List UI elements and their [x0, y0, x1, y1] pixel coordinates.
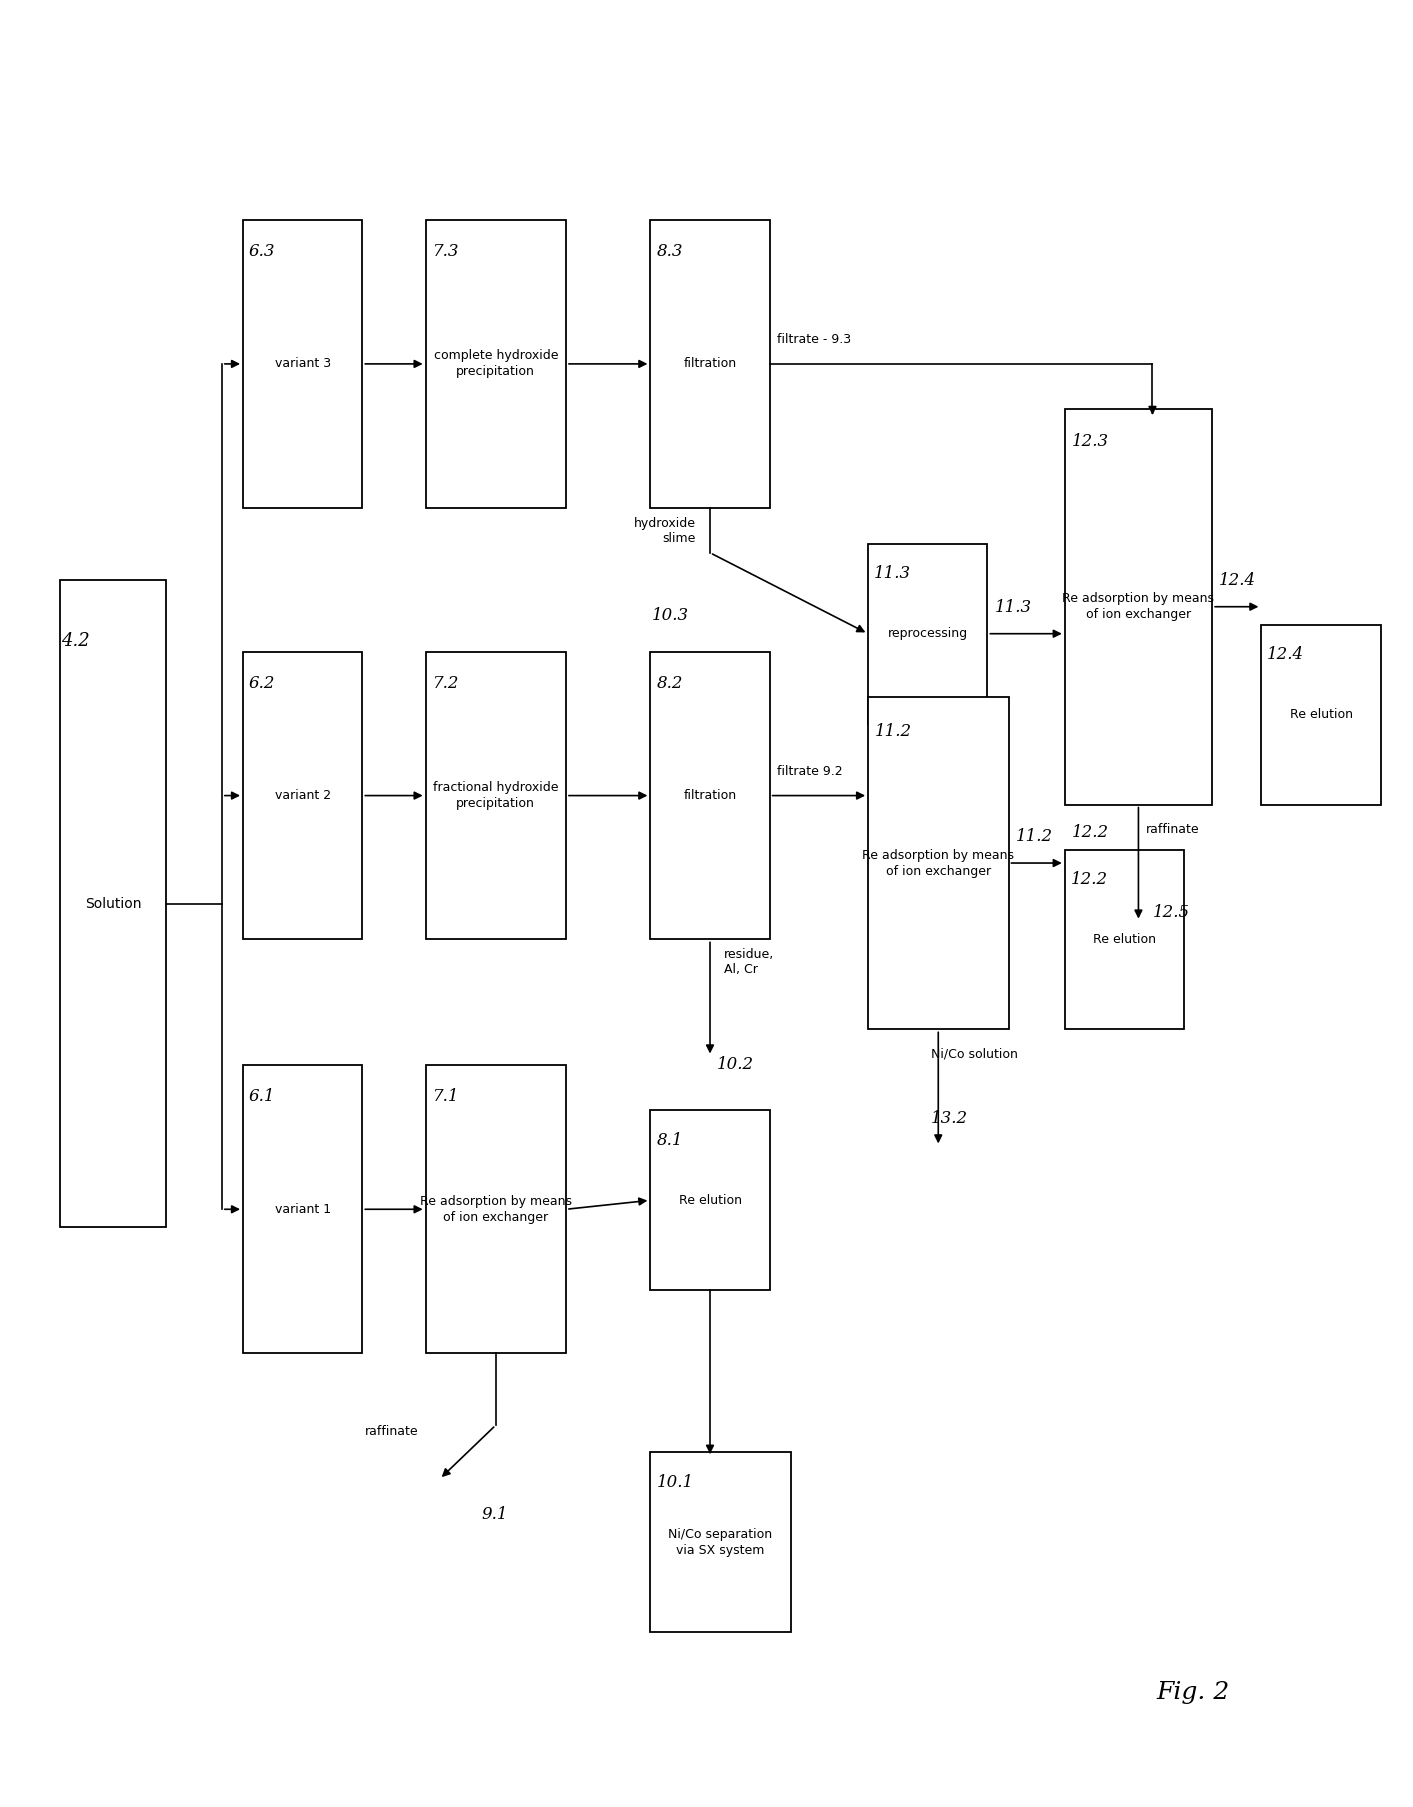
Text: filtrate - 9.3: filtrate - 9.3 [777, 332, 851, 345]
Bar [868, 698, 1009, 1030]
Text: 11.2: 11.2 [875, 723, 913, 741]
Text: 8.1: 8.1 [656, 1131, 682, 1149]
Text: Re elution: Re elution [1290, 708, 1352, 721]
Text: Re elution: Re elution [1092, 932, 1156, 947]
Bar [650, 1453, 791, 1632]
Text: 12.2: 12.2 [1071, 871, 1108, 887]
Bar [1064, 408, 1212, 804]
Text: 11.3: 11.3 [875, 566, 911, 582]
Text: 10.1: 10.1 [657, 1475, 694, 1491]
Bar [650, 1109, 770, 1290]
Bar [243, 220, 362, 508]
Text: 12.2: 12.2 [1071, 824, 1109, 840]
Text: 12.5: 12.5 [1153, 904, 1190, 920]
Bar [425, 652, 567, 940]
Text: 6.3: 6.3 [249, 242, 276, 260]
Text: Ni/Co separation
via SX system: Ni/Co separation via SX system [668, 1527, 773, 1556]
Text: 12.3: 12.3 [1072, 432, 1109, 450]
Bar [868, 544, 988, 723]
Bar [650, 652, 770, 940]
Text: filtration: filtration [684, 790, 736, 802]
Text: 13.2: 13.2 [931, 1109, 968, 1128]
Text: filtration: filtration [684, 358, 736, 370]
Text: complete hydroxide
precipitation: complete hydroxide precipitation [434, 349, 558, 378]
Bar [1262, 625, 1381, 804]
Text: fractional hydroxide
precipitation: fractional hydroxide precipitation [432, 781, 558, 810]
Text: 7.2: 7.2 [432, 674, 459, 692]
Text: 10.3: 10.3 [651, 607, 690, 623]
Bar [650, 220, 770, 508]
Text: 12.4: 12.4 [1219, 571, 1256, 589]
Bar [425, 220, 567, 508]
Bar [243, 1066, 362, 1353]
Text: 10.2: 10.2 [716, 1057, 755, 1073]
Text: Re elution: Re elution [678, 1194, 742, 1207]
Text: 7.1: 7.1 [432, 1088, 459, 1106]
Text: 6.1: 6.1 [249, 1088, 276, 1106]
Text: raffinate: raffinate [1146, 822, 1200, 835]
Text: 11.2: 11.2 [1016, 828, 1053, 846]
Text: Solution: Solution [85, 896, 141, 911]
Bar [61, 580, 165, 1227]
Bar [425, 1066, 567, 1353]
Text: 4.2: 4.2 [61, 631, 90, 649]
Text: reprocessing: reprocessing [887, 627, 968, 640]
Text: Re adsorption by means
of ion exchanger: Re adsorption by means of ion exchanger [1063, 593, 1214, 622]
Text: variant 1: variant 1 [274, 1203, 331, 1216]
Text: 9.1: 9.1 [482, 1505, 509, 1523]
Bar [1064, 849, 1184, 1030]
Text: Ni/Co solution: Ni/Co solution [931, 1048, 1019, 1061]
Text: variant 3: variant 3 [274, 358, 331, 370]
Text: 8.2: 8.2 [656, 674, 682, 692]
Text: variant 2: variant 2 [274, 790, 331, 802]
Text: raffinate: raffinate [365, 1426, 418, 1438]
Text: 8.3: 8.3 [656, 242, 682, 260]
Text: 6.2: 6.2 [249, 674, 276, 692]
Text: residue,
Al, Cr: residue, Al, Cr [723, 949, 774, 976]
Text: 11.3: 11.3 [995, 598, 1031, 616]
Text: Fig. 2: Fig. 2 [1156, 1681, 1229, 1704]
Text: filtrate 9.2: filtrate 9.2 [777, 764, 842, 777]
Text: 7.3: 7.3 [432, 242, 459, 260]
Text: Re adsorption by means
of ion exchanger: Re adsorption by means of ion exchanger [862, 849, 1015, 878]
Text: 12.4: 12.4 [1267, 647, 1304, 663]
Text: Re adsorption by means
of ion exchanger: Re adsorption by means of ion exchanger [420, 1194, 572, 1223]
Text: hydroxide
slime: hydroxide slime [634, 517, 697, 544]
Bar [243, 652, 362, 940]
